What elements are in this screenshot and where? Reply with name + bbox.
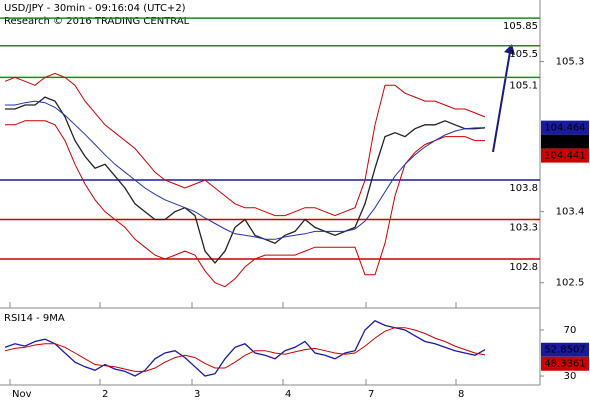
y-tick-label: 70 [564,325,577,336]
chart-title: USD/JPY - 30min - 09:16:04 (UTC+2) [4,3,186,14]
level-label: 105.85 [503,21,538,32]
last-value-label: 52.8507 [544,345,585,356]
last-value-box [541,356,589,371]
x-tick-label: 4 [285,389,291,400]
chart-subtitle: Research © 2016 TRADING CENTRAL [4,16,190,27]
series-line [4,320,486,377]
y-tick-label: 105.3 [556,57,585,68]
last-value-box [541,120,589,135]
level-label: 102.8 [509,262,538,273]
level-label: 103.8 [509,183,538,194]
x-tick-label: 3 [194,389,200,400]
y-tick-label: 30 [564,371,577,382]
last-value-box [541,134,589,149]
series-line [4,327,486,372]
x-tick-label: 7 [368,389,374,400]
x-tick-label: 2 [102,389,108,400]
x-tick-label: Nov [12,389,32,400]
y-tick-label: 102.5 [556,278,585,289]
last-value-label: 104.46 [548,137,583,148]
level-label: 103.3 [509,223,538,234]
series-line [5,96,486,265]
series-line [5,100,486,240]
last-value-box [541,148,589,163]
series-line [4,72,486,217]
forecast-arrowhead [504,44,515,55]
last-value-label: 104.464 [544,123,585,134]
panel-title: RSI14 - 9MA [4,313,65,324]
level-label: 105.1 [509,80,538,91]
x-tick-label: 8 [458,389,464,400]
forecast-arrow [492,51,511,153]
last-value-box [541,342,589,357]
last-value-label: 104.441 [544,151,585,162]
level-label: 105.5 [509,49,538,60]
last-value-label: 48.3361 [544,359,585,370]
y-tick-label: 103.4 [556,207,585,218]
